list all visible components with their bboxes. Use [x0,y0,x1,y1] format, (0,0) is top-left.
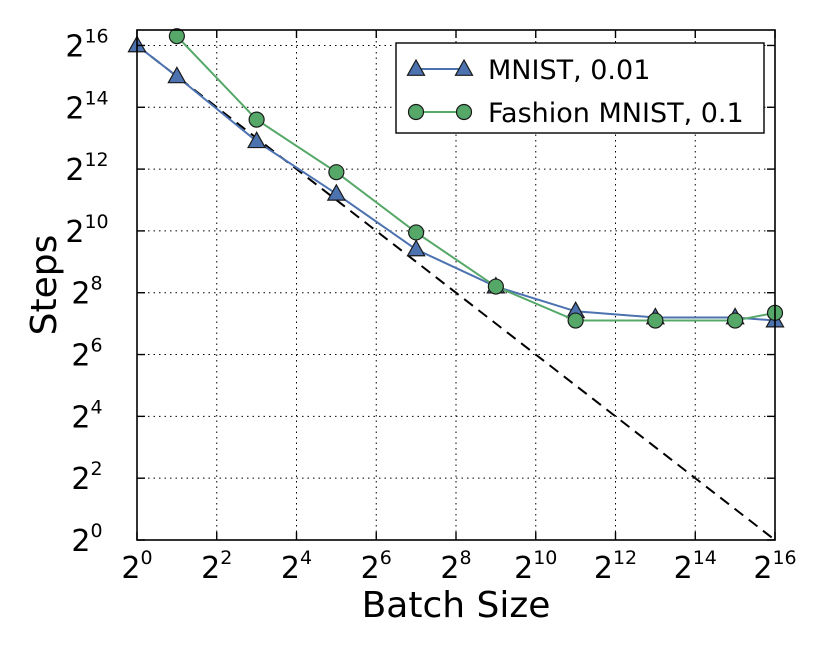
data-point [487,278,504,295]
x-tick-label: 212 [594,547,637,586]
y-tick-label: 22 [71,458,102,497]
y-tick-label: 216 [65,25,108,64]
x-tick-label: 28 [440,547,471,586]
tick-layer: 20 22 24 26 28 210 212 214 216 20 22 24 26 28 210 212 21… [65,25,796,586]
series-layer [127,28,785,329]
y-tick-label: 24 [71,396,102,435]
x-tick-label: 216 [753,547,796,586]
y-axis-label: Steps [24,235,65,336]
x-axis-label: Batch Size [362,585,551,626]
data-point [248,111,265,128]
legend-label: Fashion MNIST, 0.1 [488,98,744,129]
data-point [406,239,426,257]
data-point [168,28,185,45]
data-point [326,183,346,201]
data-point [328,164,345,181]
x-tick-label: 24 [281,547,312,586]
legend-marker [406,58,426,76]
data-point [408,224,425,241]
legend-label: MNIST, 0.01 [488,55,650,86]
legend-marker [454,58,474,76]
data-point [247,131,267,149]
y-tick-label: 20 [71,520,102,559]
legend-marker [407,103,425,121]
legend-marker [455,103,473,121]
data-point [727,312,744,329]
y-tick-label: 28 [71,273,102,312]
x-tick-label: 20 [121,547,152,586]
data-point [567,312,584,329]
x-tick-label: 26 [361,547,392,586]
y-tick-label: 210 [65,211,108,250]
y-tick-label: 214 [65,87,108,126]
data-point [167,66,187,84]
series-fashion-mnist [168,28,784,329]
series-line [136,44,776,322]
x-tick-label: 210 [514,547,557,586]
data-point [647,312,664,329]
reference-dashed-line [136,44,776,541]
reference-line-layer [136,44,776,541]
x-tick-label: 22 [201,547,232,586]
y-tick-label: 212 [65,149,108,188]
legend-frame [395,42,765,134]
y-tick-label: 26 [71,335,102,374]
legend: MNIST, 0.01 Fashion MNIST, 0.1 [395,42,765,134]
x-tick-label: 214 [674,547,717,586]
